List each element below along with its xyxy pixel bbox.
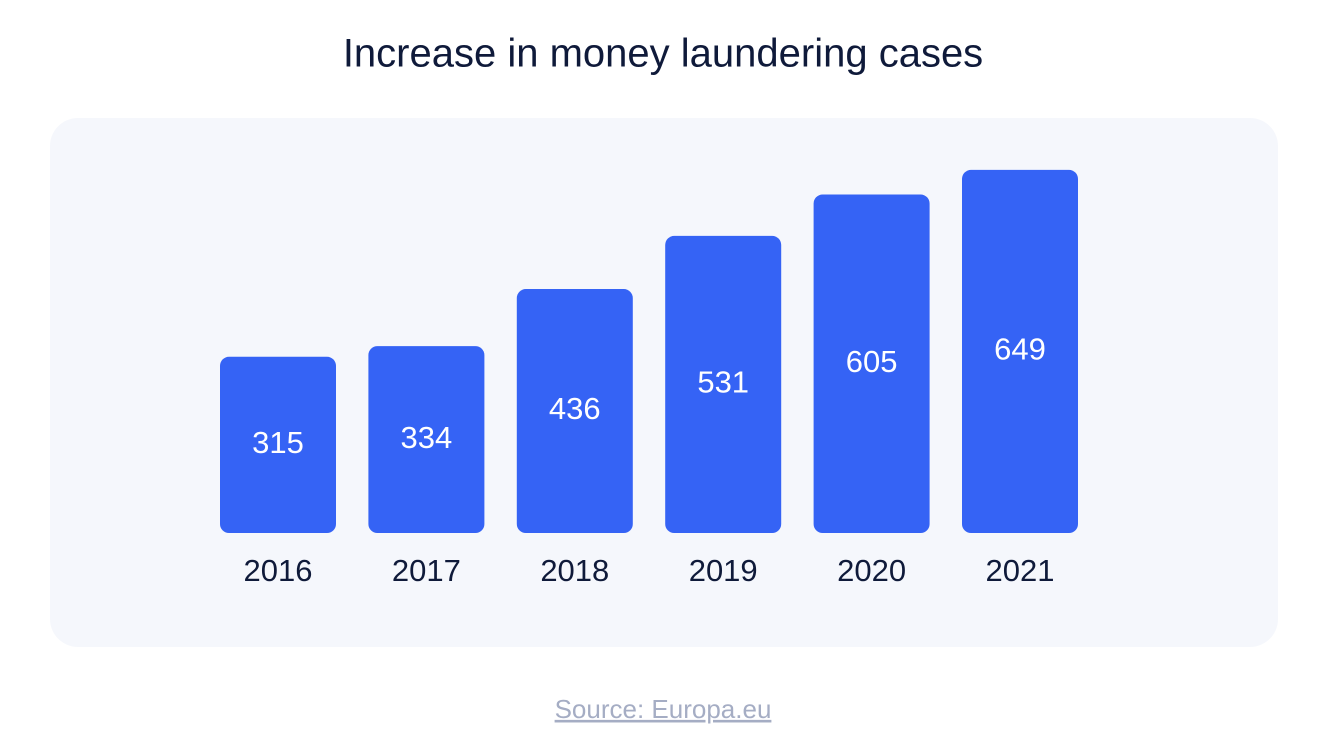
x-tick-label: 2018 <box>540 553 609 588</box>
bar <box>516 289 633 533</box>
bar <box>368 346 485 533</box>
bar <box>962 169 1078 533</box>
value-label: 334 <box>401 420 453 455</box>
chart-title: Increase in money laundering cases <box>343 32 983 76</box>
value-label: 436 <box>549 391 601 426</box>
bar <box>220 356 336 533</box>
x-tick-label: 2016 <box>244 553 313 588</box>
x-tick-label: 2020 <box>837 553 906 588</box>
bar <box>665 235 782 533</box>
bar <box>813 194 930 533</box>
value-label: 649 <box>994 332 1046 367</box>
x-tick-label: 2021 <box>986 553 1055 588</box>
x-tick-label: 2019 <box>689 553 758 588</box>
value-label: 605 <box>846 344 898 379</box>
value-label: 531 <box>697 365 749 400</box>
source-link[interactable]: Source: Europa.eu <box>555 694 772 724</box>
value-label: 315 <box>252 425 304 460</box>
x-tick-label: 2017 <box>392 553 461 588</box>
